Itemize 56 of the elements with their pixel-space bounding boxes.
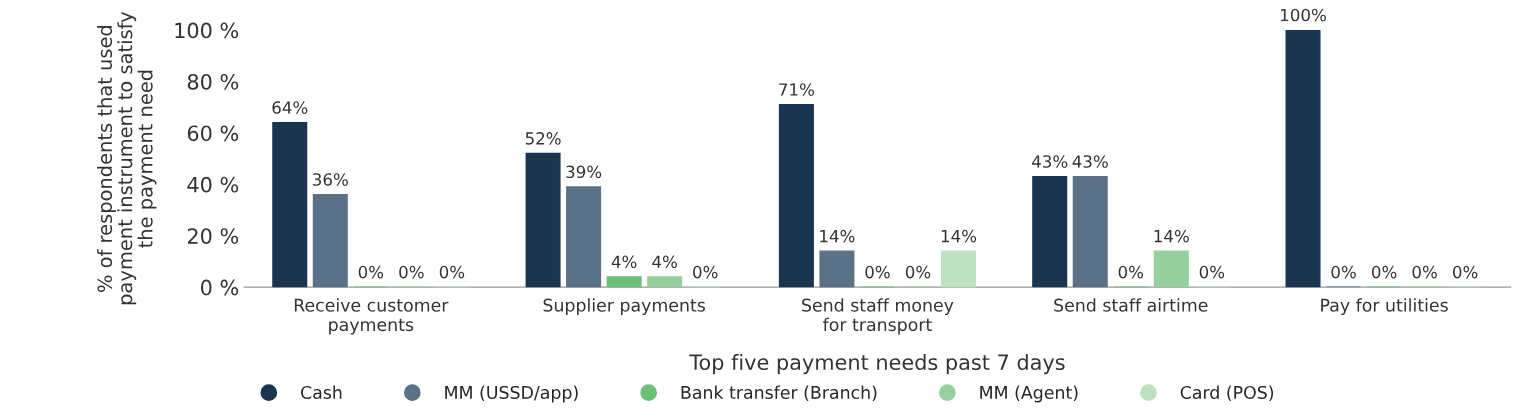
bar: [819, 250, 855, 288]
data-label: 0%: [1118, 265, 1144, 279]
y-axis-title: % of respondents that used payment instrument to satisfy the payment need: [97, 11, 157, 305]
x-tick-label: Receive customer payments: [294, 298, 449, 335]
bar: [606, 276, 642, 288]
x-axis-title: Top five payment needs past 7 days: [689, 353, 1065, 375]
data-label: 14%: [1154, 229, 1189, 243]
data-label: 0%: [439, 265, 465, 279]
x-tick-label: Supplier payments: [543, 298, 705, 316]
legend-label: Card (POS): [1180, 385, 1274, 402]
bar: [1072, 175, 1108, 288]
data-label: 14%: [941, 229, 977, 243]
data-label: 43%: [1032, 155, 1068, 168]
data-label: 36%: [313, 173, 348, 186]
y-tick-label: 0 %: [201, 279, 239, 296]
data-label: 0%: [1453, 265, 1478, 279]
bar: [778, 103, 814, 288]
bar: [312, 193, 348, 288]
data-label: 0%: [1331, 265, 1356, 279]
bar: [647, 276, 683, 288]
x-tick-label: Send staff money for transport: [802, 298, 954, 335]
data-label: 0%: [1412, 265, 1437, 279]
bar: [272, 121, 308, 288]
legend-label: MM (USSD/app): [445, 385, 578, 403]
bar: [1153, 250, 1189, 288]
data-label: 0%: [693, 265, 718, 279]
legend-label: Bank transfer (Branch): [681, 385, 877, 402]
y-tick-label: 40 %: [187, 176, 239, 193]
data-label: 0%: [1371, 265, 1397, 279]
bar: [566, 186, 602, 288]
bar: [940, 250, 977, 288]
y-tick-label: 20 %: [187, 228, 239, 244]
x-tick-label: Send staff airtime: [1054, 298, 1208, 312]
bar: [1032, 175, 1068, 288]
data-label: 0%: [1199, 265, 1225, 279]
data-label: 39%: [566, 165, 602, 179]
bar: [525, 152, 561, 288]
data-label: 0%: [358, 265, 384, 279]
data-label: 4%: [652, 255, 677, 269]
legend-label: MM (Agent): [980, 385, 1078, 403]
x-tick-label: Pay for utilities: [1321, 298, 1448, 316]
data-label: 4%: [611, 255, 637, 269]
data-label: 0%: [905, 265, 931, 279]
data-label: 52%: [525, 132, 561, 145]
y-tick-label: 60 %: [187, 125, 239, 142]
data-label: 43%: [1072, 155, 1108, 168]
data-label: 100%: [1281, 8, 1326, 22]
data-label: 71%: [779, 83, 814, 96]
legend-label: Cash: [301, 385, 342, 400]
y-tick-label: 100 %: [175, 22, 239, 39]
data-label: 0%: [399, 265, 424, 279]
y-tick-label: 80 %: [187, 73, 239, 90]
data-label: 0%: [865, 265, 890, 279]
data-label: 14%: [820, 229, 855, 243]
data-label: 64%: [272, 101, 308, 114]
bar: [1285, 30, 1321, 288]
